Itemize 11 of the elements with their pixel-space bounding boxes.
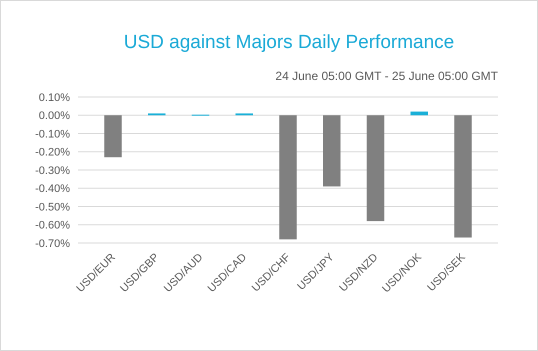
chart-subtitle: 24 June 05:00 GMT - 25 June 05:00 GMT [275,69,499,83]
y-tick-label: 0.10% [38,92,70,104]
y-tick-label: -0.20% [35,146,70,159]
y-tick-label: -0.60% [35,220,70,232]
y-tick-label: -0.30% [35,164,70,177]
y-tick-label: 0.00% [38,110,70,122]
y-tick-label: -0.40% [35,183,70,196]
y-tick-label: -0.10% [35,128,70,140]
y-tick-label: -0.50% [35,201,70,214]
y-tick-label: -0.70% [35,238,70,250]
chart-title: USD against Majors Daily Performance [124,32,454,53]
